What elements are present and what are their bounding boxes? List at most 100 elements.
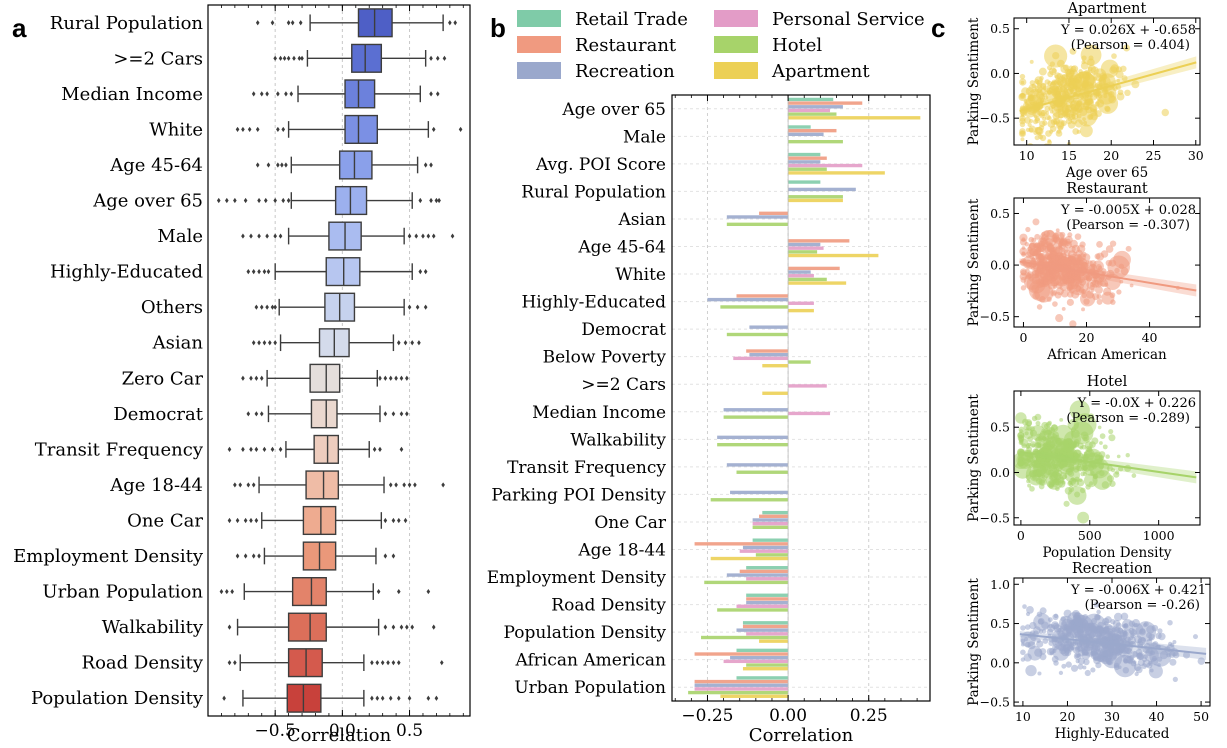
box-outlier [380,695,385,701]
scatter-point [1161,108,1170,117]
box-outlier [370,695,374,701]
bar-restaurant [788,266,840,271]
scatter-point [1081,81,1089,89]
scatter-point [1033,626,1041,634]
scatter-point [1075,465,1080,471]
box-outlier [289,91,294,97]
pearson-coefficient: (Pearson = -0.307) [1066,218,1190,233]
box-outlier [376,588,381,595]
legend-label: Recreation [575,61,675,82]
scatter-point [1051,234,1060,243]
scatter-subplot-hotel: 0 500 1000 −0.5 0.0 0.5 Hotel Population Densit… [966,374,1201,561]
box-outlier [222,695,226,701]
box-outlier [286,20,291,26]
box-outlier [431,624,436,630]
x-tick-label: 1000 [1143,528,1175,543]
scatter-point [1079,278,1087,286]
scatter-point [1047,71,1054,78]
scatter-point [1044,79,1051,85]
scatter-point [1020,625,1026,631]
scatter-point [1029,80,1036,86]
bar-retail-trade [736,648,789,653]
scatter-point [1096,293,1102,300]
box-outlier [257,269,261,275]
bar-apartment [710,556,789,561]
scatter-point [1121,75,1128,82]
category-label: Transit Frequency [507,458,666,478]
bar-restaurant [788,101,863,105]
scatter-point [1026,479,1031,484]
box-outlier [286,55,291,61]
box-outlier [426,588,431,595]
box-outlier [437,197,441,204]
y-tick-label: 0.0 [990,258,1010,273]
box-outlier [450,233,455,239]
scatter-point [1077,244,1086,253]
bar-apartment [788,171,885,175]
box-outlier [286,197,291,204]
category-label: Male [623,127,666,147]
scatter-point [1066,241,1071,246]
scatter-point [1076,129,1081,134]
category-label: White [615,265,666,285]
scatter-point [1045,254,1051,260]
box-outlier [262,446,267,452]
scatter-point [1030,441,1037,448]
category-label: Parking POI Density [491,485,666,505]
scatter-point [1085,633,1093,641]
scatter-point [1063,500,1070,507]
scatter-point [1081,251,1087,258]
bar-personal-service [733,356,789,361]
bar-recreation [726,463,789,467]
box-outlier [396,517,401,524]
scatter-point [1098,648,1103,653]
scatter-point [1037,131,1042,137]
box-outlier [298,20,303,26]
scatter-subplot-apartment: 10 15 20 25 30 −0.5 0.0 0.5 Apartment Age over 65… [966,1,1204,181]
scatter-point [1116,92,1125,101]
box-outlier [423,162,428,168]
box-outlier [383,375,388,381]
category-label: Median Income [61,84,203,105]
scatter-point [1076,478,1085,487]
box-outlier [448,20,452,26]
bar-personal-service [723,659,789,664]
legend-swatch [517,10,561,27]
scatter-point [1015,412,1027,424]
scatter-point [1074,233,1082,240]
scatter-point [1060,460,1066,466]
box-outlier [257,197,261,204]
box-outlier [268,340,272,346]
scatter-point [1020,285,1027,291]
bar-personal-service [788,246,824,250]
category-label: Democrat [113,404,203,425]
scatter-point [1182,651,1191,659]
legend-label: Retail Trade [575,9,688,30]
category-label: African American [515,651,667,671]
scatter-point [1129,283,1134,288]
bar-retail-trade [788,152,821,157]
box-iqr [305,470,340,500]
scatter-point [1051,68,1057,74]
scatter-point [1053,660,1059,666]
scatter-point [1094,285,1103,294]
box-outlier [281,197,286,204]
box-outlier [243,553,248,559]
bar-apartment [788,308,814,313]
scatter-point [1021,443,1027,449]
scatter-point [1114,267,1120,274]
scatter-point [1055,469,1063,477]
scatter-point [1069,65,1073,70]
box-outlier [292,55,296,61]
scatter-point [1103,287,1112,296]
bar-recreation [749,353,789,357]
scatter-point [1120,65,1127,72]
scatter-point [1053,624,1062,633]
y-tick-label: 1.0 [990,577,1010,592]
box-outlier [407,482,412,488]
scatter-point [1134,635,1142,644]
bar-restaurant [739,569,789,574]
category-label: Population Density [31,688,204,709]
bar-personal-service [746,632,789,636]
box-outlier [410,624,415,630]
